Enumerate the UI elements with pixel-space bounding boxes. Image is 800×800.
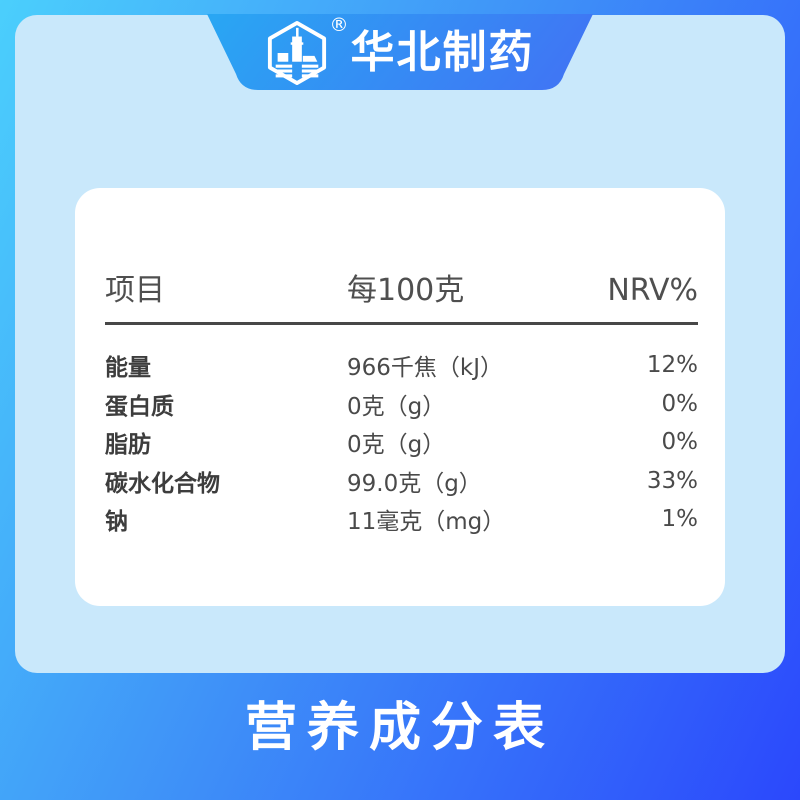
row-value: 11毫克（mg）	[347, 509, 506, 536]
nutrition-card: 项目 每100克 NRV% 能量 966千焦（kJ） 12% 蛋白质 0克（g）…	[75, 188, 725, 606]
row-label: 钠	[105, 509, 128, 536]
table-row: 蛋白质 0克（g） 0%	[105, 385, 698, 424]
row-value: 0克（g）	[347, 432, 446, 459]
table-row: 钠 11毫克（mg） 1%	[105, 500, 698, 539]
footer-title: 营养成分表	[244, 698, 555, 758]
row-nrv: 12%	[646, 352, 698, 379]
row-label: 脂肪	[105, 432, 151, 459]
registered-mark: ®	[329, 14, 349, 36]
table-divider	[105, 322, 698, 325]
table-row: 能量 966千焦（kJ） 12%	[105, 346, 698, 385]
factory-hexagon-icon	[267, 20, 326, 85]
row-nrv: 0%	[661, 429, 699, 456]
row-label: 蛋白质	[105, 393, 174, 420]
table-row: 脂肪 0克（g） 0%	[105, 423, 698, 462]
header-nrv: NRV%	[607, 273, 698, 308]
brand-logo: ® 华北制药	[203, 14, 597, 91]
table-body: 能量 966千焦（kJ） 12% 蛋白质 0克（g） 0% 脂肪 0克（g） 0…	[105, 325, 698, 539]
row-nrv: 1%	[661, 506, 699, 533]
header-item: 项目	[105, 273, 165, 308]
row-value: 0克（g）	[347, 393, 446, 420]
header-amount: 每100克	[347, 273, 465, 308]
row-value: 99.0克（g）	[347, 470, 482, 497]
row-nrv: 0%	[661, 390, 699, 417]
row-nrv: 33%	[646, 467, 698, 494]
brand-name: 华北制药	[350, 27, 535, 78]
table-row: 碳水化合物 99.0克（g） 33%	[105, 462, 698, 501]
table-header: 项目 每100克 NRV%	[105, 274, 698, 308]
row-label: 碳水化合物	[105, 470, 220, 497]
row-label: 能量	[105, 355, 151, 382]
row-value: 966千焦（kJ）	[347, 355, 504, 382]
